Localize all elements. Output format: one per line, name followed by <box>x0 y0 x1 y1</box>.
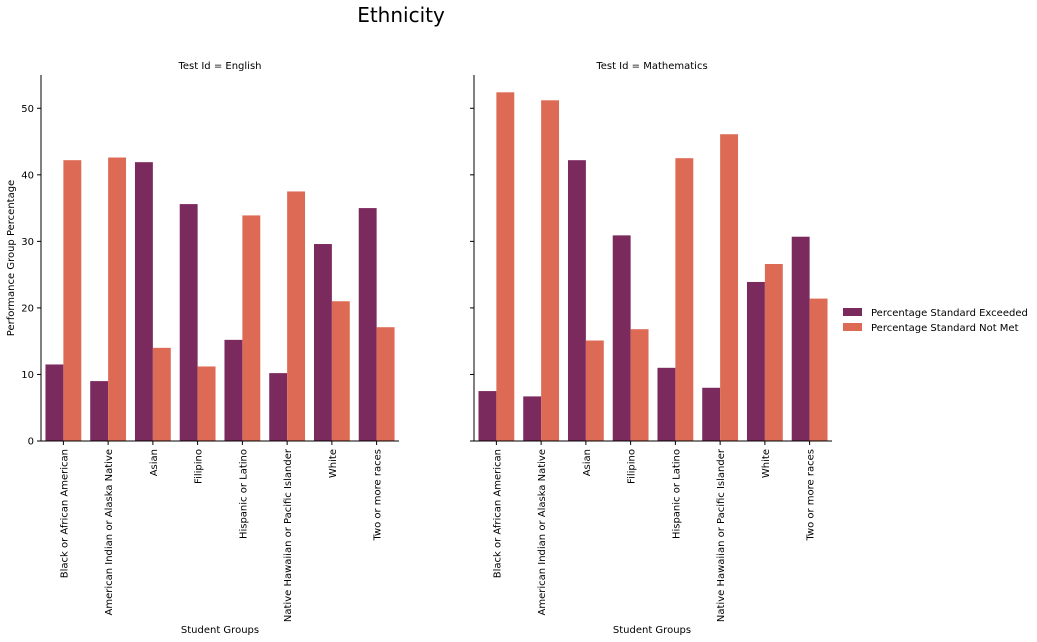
bar-not-met <box>585 340 604 441</box>
x-axis-label: Student Groups <box>613 625 691 636</box>
legend-label: Percentage Standard Not Met <box>871 323 1019 334</box>
x-tick-label: White <box>328 449 339 478</box>
bars-group <box>45 157 395 442</box>
panel-mathematics: Test Id = Mathematics Black or African A… <box>470 61 832 636</box>
y-tick-label: 10 <box>21 370 34 381</box>
x-tick-label: Asian <box>582 449 593 476</box>
bar-not-met <box>242 215 261 441</box>
x-tick-label: Filipino <box>627 449 638 484</box>
axes-group <box>470 75 832 445</box>
bar-exceeded <box>179 204 198 441</box>
x-tick-label: Two or more races <box>806 449 817 542</box>
legend-label: Percentage Standard Exceeded <box>871 308 1028 319</box>
bar-not-met <box>809 298 828 441</box>
bar-exceeded <box>224 339 243 441</box>
panel-title: Test Id = Mathematics <box>595 61 707 72</box>
bar-exceeded <box>478 391 497 441</box>
y-tick-label: 40 <box>21 170 34 181</box>
x-tick-label: White <box>761 449 772 478</box>
bar-not-met <box>764 263 783 441</box>
legend: Percentage Standard Exceeded Percentage S… <box>843 308 1028 334</box>
bar-exceeded <box>358 208 377 441</box>
panel-english: Test Id = English Black or African Ameri… <box>37 61 399 636</box>
y-tick-label: 50 <box>21 104 34 115</box>
x-axis-label: Student Groups <box>181 625 259 636</box>
bar-not-met <box>331 301 350 441</box>
x-tick-label: Black or African American <box>59 449 70 578</box>
bar-exceeded <box>45 364 64 441</box>
x-tick-label: Black or African American <box>492 449 503 578</box>
bar-exceeded <box>90 381 109 441</box>
bar-not-met <box>108 157 127 441</box>
bar-not-met <box>63 160 82 441</box>
panel-title: Test Id = English <box>177 61 261 72</box>
bar-exceeded <box>702 387 721 441</box>
bar-not-met <box>720 134 739 442</box>
x-tick-labels: Black or African American American Indian… <box>59 448 383 622</box>
bar-exceeded <box>746 281 765 441</box>
x-tick-label: Filipino <box>194 449 205 484</box>
y-tick-label: 30 <box>21 237 34 248</box>
bar-exceeded <box>523 396 542 441</box>
legend-swatch <box>843 308 862 316</box>
bars-group <box>478 92 828 442</box>
x-tick-label: American Indian or Alaska Native <box>104 449 115 616</box>
bar-not-met <box>197 366 216 441</box>
bar-not-met <box>287 191 306 441</box>
x-tick-label: Hispanic or Latino <box>671 449 682 539</box>
bar-exceeded <box>567 160 586 441</box>
bar-not-met <box>541 100 560 441</box>
bar-exceeded <box>134 162 153 442</box>
legend-swatch <box>843 323 862 331</box>
axes-group <box>37 75 399 445</box>
bar-not-met <box>630 329 649 441</box>
y-tick-label: 20 <box>21 303 34 314</box>
x-tick-label: Asian <box>149 449 160 476</box>
x-tick-label: Hispanic or Latino <box>238 449 249 539</box>
y-axis: 0 10 20 30 40 50 <box>21 104 34 448</box>
bar-exceeded <box>313 244 332 441</box>
y-tick-label: 0 <box>28 437 34 448</box>
bar-exceeded <box>791 236 810 441</box>
bar-exceeded <box>612 235 631 441</box>
x-tick-label: Native Hawaiian or Pacific Islander <box>283 448 294 622</box>
bar-exceeded <box>657 367 676 441</box>
x-tick-label: American Indian or Alaska Native <box>537 449 548 616</box>
x-tick-label: Native Hawaiian or Pacific Islander <box>716 448 727 622</box>
bar-not-met <box>675 158 694 441</box>
y-axis-label: Performance Group Percentage <box>6 180 17 336</box>
x-tick-label: Two or more races <box>373 449 384 542</box>
chart-title: Ethnicity <box>357 3 445 27</box>
bar-not-met <box>376 327 395 441</box>
bar-not-met <box>496 92 515 442</box>
x-tick-labels: Black or African American American Indian… <box>492 448 816 622</box>
bar-exceeded <box>269 373 288 441</box>
bar-not-met <box>152 347 171 441</box>
